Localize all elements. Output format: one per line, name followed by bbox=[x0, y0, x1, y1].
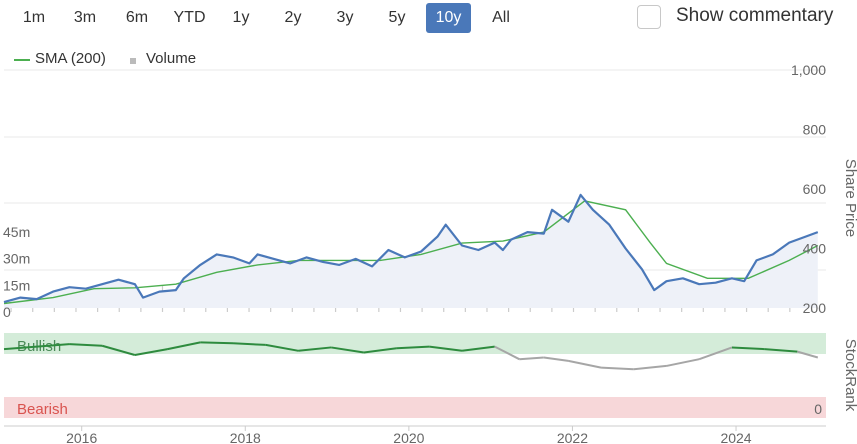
stockrank-segment bbox=[461, 345, 495, 352]
stockrank-axis-title: StockRank bbox=[842, 339, 857, 412]
stockrank-segment bbox=[36, 343, 70, 348]
volume-bar bbox=[594, 304, 596, 312]
price-line bbox=[3, 193, 819, 304]
volume-bar bbox=[486, 304, 488, 312]
volume-tick-label: 0 bbox=[3, 304, 11, 320]
range-button-2y[interactable]: 2y bbox=[284, 9, 302, 26]
range-button-ytd[interactable]: YTD bbox=[173, 9, 206, 26]
range-button-1m[interactable]: 1m bbox=[22, 9, 46, 26]
stockrank-segment bbox=[494, 345, 520, 361]
commentary-label: Show commentary bbox=[676, 5, 834, 26]
volume-swatch bbox=[130, 58, 136, 64]
x-tick-label: 2020 bbox=[393, 430, 424, 444]
stockrank-segment bbox=[167, 341, 201, 351]
range-button-3m[interactable]: 3m bbox=[73, 9, 97, 26]
price-axis-title: Share Price bbox=[842, 159, 857, 237]
stockrank-segment bbox=[69, 343, 103, 347]
volume-bar bbox=[745, 305, 748, 312]
range-button-all[interactable]: All bbox=[492, 9, 510, 26]
stockrank-segment bbox=[601, 366, 634, 371]
volume-bar bbox=[10, 306, 12, 312]
range-button-10y[interactable]: 10y bbox=[426, 3, 471, 33]
range-button-3y[interactable]: 3y bbox=[336, 9, 354, 26]
volume-bar bbox=[421, 305, 423, 312]
volume-tick-label: 15m bbox=[3, 277, 30, 293]
stockrank-segment bbox=[331, 346, 365, 354]
volume-tick-label: 30m bbox=[3, 251, 30, 267]
x-tick-label: 2024 bbox=[720, 430, 751, 444]
price-area bbox=[4, 194, 818, 308]
stockrank-segment bbox=[396, 345, 430, 350]
stockrank-segment bbox=[698, 346, 733, 361]
stockrank-segment bbox=[3, 345, 37, 351]
price-tick-label: 400 bbox=[803, 241, 827, 257]
show-commentary-toggle[interactable]: Show commentary bbox=[637, 5, 852, 31]
stockrank-segment bbox=[543, 356, 569, 362]
commentary-checkbox[interactable] bbox=[637, 5, 661, 29]
volume-bar bbox=[810, 304, 813, 312]
stockrank-segment bbox=[200, 341, 234, 345]
stockrank-segment bbox=[764, 348, 798, 353]
price-tick-label: 1,000 bbox=[791, 62, 826, 78]
x-tick-label: 2016 bbox=[66, 430, 97, 444]
price-tick-label: 800 bbox=[803, 122, 827, 138]
volume-bar bbox=[248, 304, 250, 312]
stockrank-segment bbox=[363, 347, 397, 354]
sma-line bbox=[3, 200, 819, 305]
volume-bar bbox=[53, 305, 55, 312]
bullish-zone bbox=[4, 333, 826, 354]
stockrank-tick-label: 0 bbox=[814, 401, 822, 417]
stockrank-segment bbox=[633, 364, 667, 371]
volume-bar bbox=[291, 305, 293, 312]
volume-bar bbox=[356, 304, 358, 312]
range-button-1y[interactable]: 1y bbox=[232, 9, 250, 26]
volume-bar bbox=[508, 305, 510, 312]
stockrank-segment bbox=[666, 358, 700, 367]
volume-tick-label: 45m bbox=[3, 224, 30, 240]
range-selector: 1m 3m 6m YTD 1y 2y 3y 5y 10y All bbox=[0, 0, 520, 36]
stockrank-segment bbox=[731, 346, 765, 351]
stockrank-segment bbox=[519, 356, 544, 361]
price-tick-label: 600 bbox=[803, 181, 827, 197]
volume-bar bbox=[97, 304, 99, 312]
sma-swatch bbox=[14, 59, 30, 61]
x-tick-label: 2018 bbox=[230, 430, 261, 444]
stockrank-segment bbox=[265, 343, 299, 352]
stockrank-segment bbox=[298, 346, 332, 352]
bearish-zone bbox=[4, 397, 826, 418]
x-tick-label: 2022 bbox=[557, 430, 588, 444]
range-button-5y[interactable]: 5y bbox=[388, 9, 406, 26]
bearish-label: Bearish bbox=[17, 401, 68, 418]
volume-bar bbox=[378, 306, 380, 312]
volume-bar bbox=[118, 306, 120, 312]
price-tick-label: 200 bbox=[803, 300, 827, 316]
stockrank-segment bbox=[134, 348, 168, 356]
stockrank-segment bbox=[101, 344, 136, 356]
volume-bar bbox=[205, 305, 207, 312]
stockrank-segment bbox=[568, 359, 602, 369]
legend-sma-label: SMA (200) bbox=[35, 50, 106, 67]
stockrank-segment bbox=[429, 345, 463, 352]
legend-volume-label: Volume bbox=[146, 50, 197, 67]
stockrank-segment bbox=[232, 342, 266, 346]
stockrank-segment bbox=[797, 350, 819, 359]
range-button-6m[interactable]: 6m bbox=[125, 9, 149, 26]
